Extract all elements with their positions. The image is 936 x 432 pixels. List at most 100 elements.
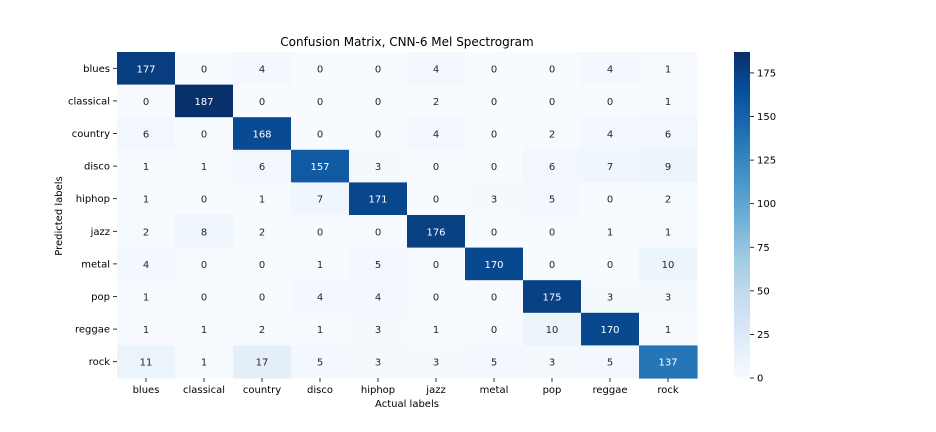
heatmap-cell — [175, 215, 234, 249]
colorbar-segment — [734, 234, 750, 238]
cell-value-label: 0 — [259, 293, 265, 304]
colorbar-segment — [734, 280, 750, 284]
colorbar-segment — [734, 206, 750, 211]
heatmap-cell — [407, 182, 466, 216]
colorbar-segment — [734, 144, 750, 148]
colorbar-segment — [734, 244, 750, 249]
heatmap-cell — [639, 149, 698, 183]
colorbar-segment — [734, 299, 750, 303]
cell-value-label: 0 — [549, 64, 555, 75]
colorbar-segment — [734, 312, 750, 317]
heatmap-cell — [175, 345, 234, 379]
cell-value-label: 5 — [375, 260, 381, 271]
x-tick-label: pop — [543, 385, 562, 396]
colorbar-segment — [734, 73, 750, 78]
cell-value-label: 0 — [549, 260, 555, 271]
colorbar-segment — [734, 269, 750, 273]
heatmap-cell — [175, 247, 234, 281]
x-tick-label: blues — [133, 385, 160, 396]
x-tick-label: hiphop — [361, 385, 395, 396]
heatmap-cell — [581, 280, 640, 314]
heatmap-cell — [117, 247, 176, 281]
heatmap-cell — [523, 312, 582, 346]
cell-value-label: 0 — [201, 260, 207, 271]
colorbar-segment — [734, 57, 750, 61]
colorbar-segment — [734, 166, 750, 170]
cell-value-label: 4 — [143, 260, 149, 271]
cell-value-label: 5 — [491, 358, 497, 369]
heatmap-cell — [639, 84, 698, 118]
colorbar-segment — [734, 100, 750, 105]
heatmap-cell — [233, 247, 292, 281]
x-axis-ticks: blues classical country disco hiphop jazz meta… — [133, 378, 679, 396]
cell-value-label: 157 — [310, 162, 329, 173]
colorbar-segment — [734, 296, 750, 300]
x-tick-label: country — [243, 385, 281, 396]
colorbar-segment — [734, 339, 750, 344]
colorbar-segment — [734, 81, 750, 86]
colorbar-segment — [734, 163, 750, 167]
colorbar-segment — [734, 364, 750, 368]
colorbar-segment — [734, 242, 750, 246]
colorbar-segment — [734, 220, 750, 224]
cell-value-label: 5 — [549, 195, 555, 206]
colorbar-segment — [734, 171, 750, 175]
cell-value-label: 9 — [665, 162, 671, 173]
heatmap-cell — [349, 312, 408, 346]
colorbar-segment — [734, 293, 750, 298]
cell-value-label: 3 — [375, 358, 381, 369]
cell-value-label: 4 — [259, 64, 265, 75]
cell-value-label: 0 — [259, 260, 265, 271]
cell-value-label: 0 — [607, 97, 613, 108]
cell-value-label: 1 — [201, 358, 207, 369]
colorbar-segment — [734, 133, 750, 137]
cell-value-label: 2 — [143, 227, 149, 238]
cell-value-label: 0 — [549, 97, 555, 108]
cell-value-label: 1 — [665, 325, 671, 336]
colorbar-segment — [734, 228, 750, 232]
cell-value-label: 1 — [143, 162, 149, 173]
cell-value-label: 0 — [317, 227, 323, 238]
cell-value-label: 0 — [433, 260, 439, 271]
cell-value-label: 3 — [549, 358, 555, 369]
colorbar-segment — [734, 337, 750, 341]
colorbar-segment — [734, 174, 750, 178]
heatmap-cell — [465, 52, 524, 86]
cell-value-label: 187 — [194, 97, 213, 108]
heatmap-cell — [581, 117, 640, 151]
cell-value-label: 0 — [491, 162, 497, 173]
y-tick-label: pop — [91, 292, 110, 303]
heatmap-cell — [349, 247, 408, 281]
colorbar-segment — [734, 274, 750, 279]
colorbar-segment — [734, 369, 750, 374]
colorbar-segment — [734, 215, 750, 219]
heatmap-cell — [233, 280, 292, 314]
heatmap-cell — [465, 149, 524, 183]
colorbar-segment — [734, 375, 750, 379]
heatmap-cell — [233, 84, 292, 118]
heatmap-cell — [523, 84, 582, 118]
heatmap-cell — [465, 182, 524, 216]
cell-value-label: 0 — [259, 97, 265, 108]
heatmap-cell — [291, 247, 350, 281]
colorbar-segment — [734, 155, 750, 159]
cell-value-label: 0 — [317, 64, 323, 75]
colorbar-segment — [734, 304, 750, 308]
colorbar-segment — [734, 103, 750, 107]
cell-value-label: 0 — [491, 97, 497, 108]
cell-value-label: 1 — [607, 227, 613, 238]
heatmap-cell — [117, 215, 176, 249]
colorbar-segment — [734, 76, 750, 80]
cell-value-label: 0 — [375, 97, 381, 108]
heatmap-cell — [117, 84, 176, 118]
heatmap-cell — [523, 345, 582, 379]
x-tick-label: classical — [183, 385, 225, 396]
heatmap-cell — [407, 280, 466, 314]
cell-value-label: 177 — [136, 64, 155, 75]
cell-value-label: 0 — [201, 195, 207, 206]
colorbar-segment — [734, 119, 750, 124]
heatmap-cell — [407, 215, 466, 249]
heatmap-cell — [465, 84, 524, 118]
heatmap-cell — [581, 149, 640, 183]
cell-value-label: 0 — [549, 227, 555, 238]
